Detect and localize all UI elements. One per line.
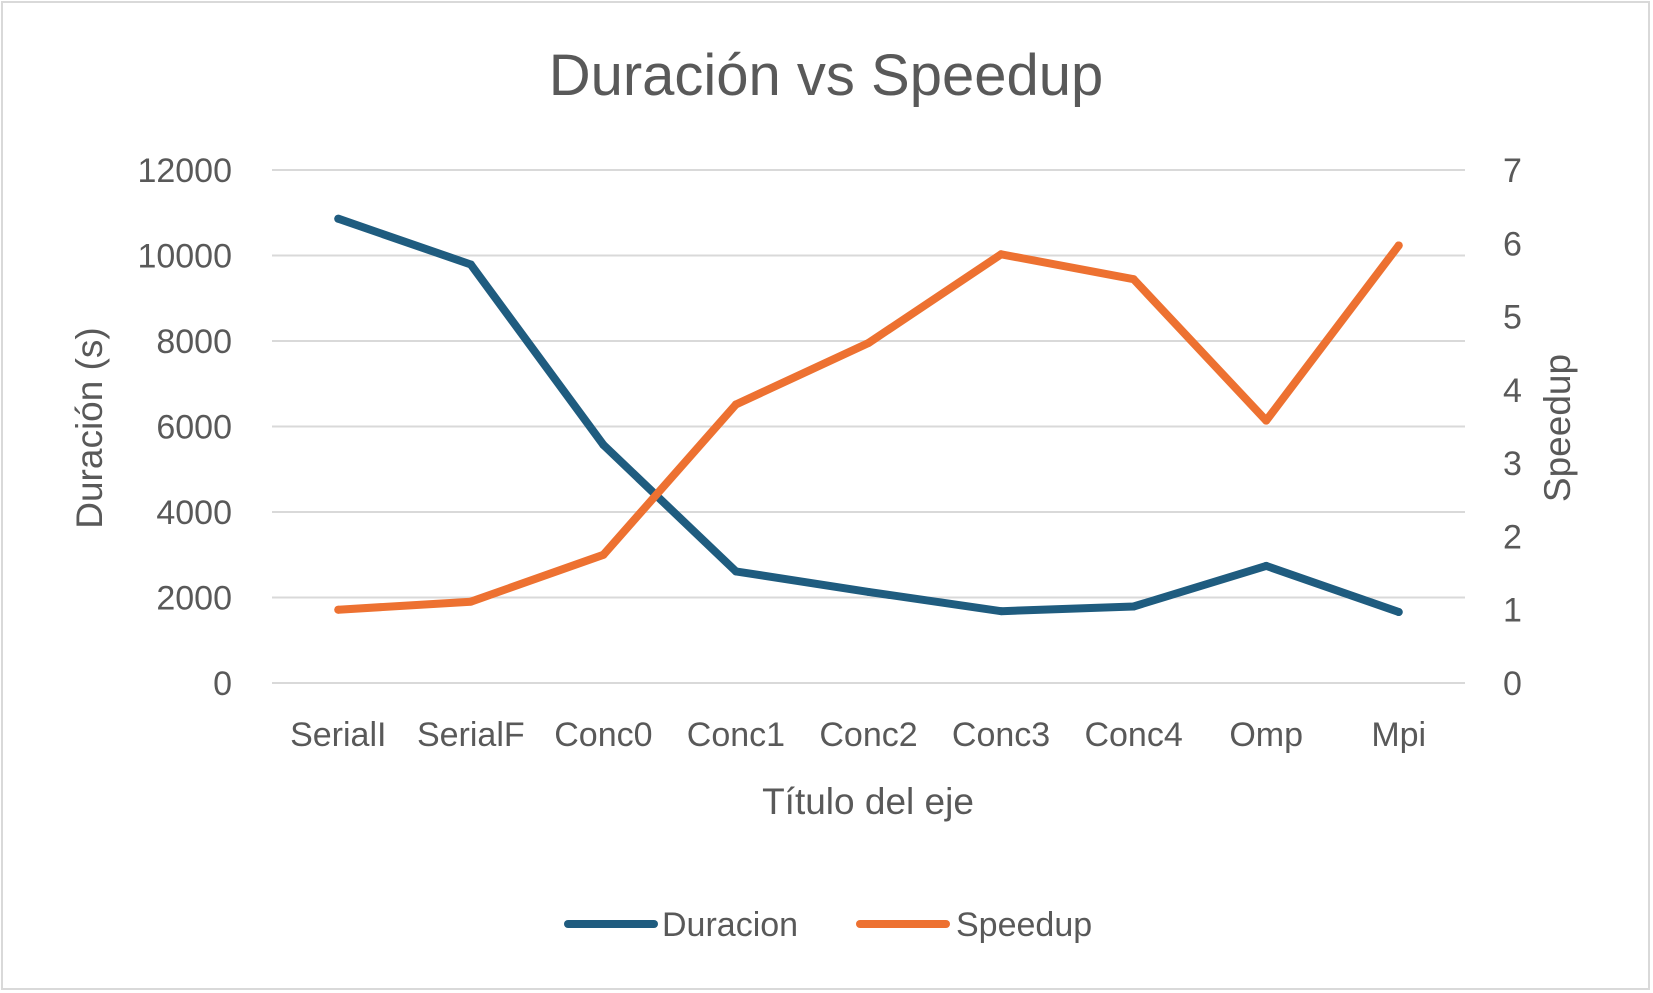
y-tick-label: 0 [213,665,232,703]
y2-tick-label: 4 [1503,372,1522,410]
y-tick-label: 8000 [156,323,232,361]
x-tick-label: Conc3 [952,716,1050,754]
data-point-speedup [1129,275,1138,284]
legend-label-duracion: Duracion [662,906,798,944]
data-point-duracion [1394,608,1403,617]
y-tick-label: 2000 [156,580,232,618]
data-point-duracion [864,587,873,596]
data-point-duracion [466,260,475,269]
data-point-speedup [864,338,873,347]
x-tick-label: SerialF [417,716,525,754]
data-point-speedup [466,597,475,606]
y2-tick-label: 6 [1503,225,1522,263]
x-tick-label: SerialI [290,716,386,754]
data-point-duracion [599,440,608,449]
data-point-duracion [1262,561,1271,570]
x-tick-label: Mpi [1371,716,1426,754]
y2-tick-label: 0 [1503,665,1522,703]
data-point-speedup [599,550,608,559]
x-axis-ticks: SerialI SerialF Conc0 Conc1 Conc2 Conc3 Conc4 O… [290,716,1426,754]
x-tick-label: Conc4 [1084,716,1182,754]
x-tick-label: Conc0 [554,716,652,754]
y-tick-label: 12000 [137,152,232,190]
legend: Duracion Speedup [564,906,1092,944]
data-point-speedup [997,250,1006,259]
y2-tick-label: 5 [1503,299,1522,337]
x-axis-label: Título del eje [762,781,974,822]
y-axis-label: Duración (s) [69,327,110,529]
x-tick-label: Conc2 [819,716,917,754]
data-point-duracion [997,607,1006,616]
y2-tick-label: 1 [1503,592,1522,630]
data-point-speedup [1262,416,1271,425]
data-point-speedup [1394,241,1403,250]
y2-axis-label: Speedup [1537,354,1578,502]
series-line-duracion [334,214,1403,616]
data-point-duracion [1129,602,1138,611]
y2-axis-ticks: 0 1 2 3 4 5 6 7 [1503,152,1522,703]
series-lines [334,214,1403,617]
x-tick-label: Omp [1229,716,1303,754]
data-point-duracion [334,214,343,223]
y-tick-label: 10000 [137,238,232,276]
y-tick-label: 6000 [156,409,232,447]
y-axis-ticks: 0 2000 4000 6000 8000 10000 12000 [137,152,232,703]
y2-tick-label: 3 [1503,445,1522,483]
y2-tick-label: 7 [1503,152,1522,190]
data-point-speedup [731,400,740,409]
y2-tick-label: 2 [1503,518,1522,556]
chart-title: Duración vs Speedup [549,43,1104,108]
data-point-speedup [334,605,343,614]
y-tick-label: 4000 [156,494,232,532]
data-point-duracion [731,567,740,576]
x-tick-label: Conc1 [687,716,785,754]
legend-label-speedup: Speedup [956,906,1092,944]
